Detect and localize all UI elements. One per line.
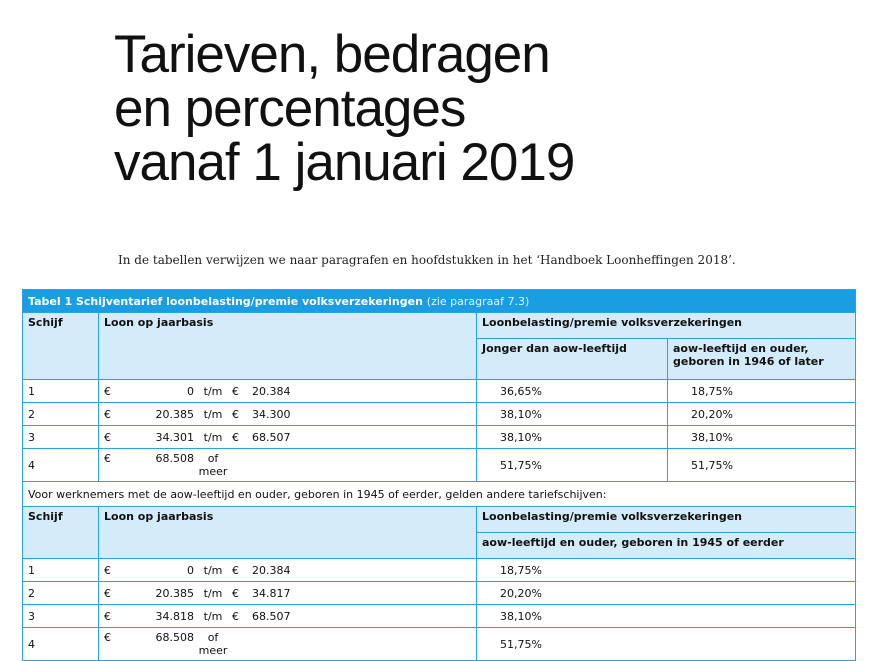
amount-to: 34.300: [252, 407, 291, 421]
currency-sign-to: [232, 452, 252, 478]
rate-aow-eerder-cell: 38,10%: [475, 604, 857, 628]
rate-aow-eerder-cell: 20,20%: [475, 581, 857, 605]
rate-aow-later-cell: 20,20%: [666, 402, 857, 426]
currency-sign: €: [104, 609, 111, 623]
currency-sign: €: [104, 631, 111, 644]
table-row: 4 €68.508 of meer 51,75% 51,75%: [22, 448, 857, 482]
amount-from: 0: [187, 384, 194, 398]
range-word: t/m: [203, 407, 223, 421]
loon-cell: €34.301 t/m €68.507: [98, 425, 477, 449]
loon-cell: €0 t/m €20.384: [98, 558, 477, 582]
loon-cell: €0 t/m €20.384: [98, 379, 477, 403]
currency-sign: €: [104, 384, 111, 398]
table-note: Voor werknemers met de aow-leeftijd en o…: [21, 481, 857, 507]
rate-aow-later-cell: 51,75%: [666, 448, 857, 482]
range-word: of meer: [198, 631, 228, 657]
amount-from: 34.818: [155, 609, 195, 623]
table-row: 3 €34.301 t/m €68.507 38,10% 38,10%: [22, 425, 857, 449]
schijf-cell: 1: [22, 379, 99, 403]
amount-to: 68.507: [252, 430, 291, 444]
rate-aow-eerder-cell: 51,75%: [475, 627, 857, 661]
loon-cell: €20.385 t/m €34.300: [98, 402, 477, 426]
currency-sign-to: €: [232, 430, 239, 444]
range-word: t/m: [203, 430, 223, 444]
rate-jonger-cell: 51,75%: [476, 448, 668, 482]
header-aow-later: aow-leeftijd en ouder, geboren in 1946 o…: [666, 338, 857, 380]
table-header-row: Schijf Loon op jaarbasis Loonbelasting/p…: [22, 312, 857, 380]
currency-sign-to: €: [232, 384, 239, 398]
currency-sign-to: €: [232, 563, 239, 577]
range-word: t/m: [203, 563, 223, 577]
currency-sign-to: €: [232, 407, 239, 421]
schijf-cell: 1: [22, 558, 99, 582]
range-word: t/m: [203, 384, 223, 398]
currency-sign-to: €: [232, 609, 239, 623]
table-row: 1 €0 t/m €20.384 18,75%: [22, 558, 857, 582]
currency-sign: €: [104, 563, 111, 577]
intro-text: In de tabellen verwijzen we naar paragra…: [118, 253, 736, 267]
title-line-2: en percentages: [114, 79, 466, 138]
currency-sign-to: €: [232, 586, 239, 600]
rate-aow-later-cell: 38,10%: [666, 425, 857, 449]
amount-to: 68.507: [252, 609, 291, 623]
currency-sign: €: [104, 586, 111, 600]
header-schijf: Schijf: [22, 312, 99, 380]
table-row: 1 €0 t/m €20.384 36,65% 18,75%: [22, 379, 857, 403]
schijf-cell: 4: [22, 627, 99, 661]
loon-cell: €34.818 t/m €68.507: [98, 604, 477, 628]
page-title: Tarieven, bedragen en percentages vanaf …: [114, 28, 814, 190]
table-row: 2 €20.385 t/m €34.817 20,20%: [22, 581, 857, 605]
table-subheader-row-2: aow-leeftijd en ouder, geboren in 1945 o…: [23, 532, 857, 559]
currency-sign: €: [104, 407, 111, 421]
amount-from: 0: [187, 563, 194, 577]
range-word: t/m: [203, 609, 223, 623]
header-loon-2: Loon op jaarbasis: [98, 506, 477, 559]
amount-from: 68.508: [155, 631, 195, 644]
amount-from: 20.385: [155, 586, 195, 600]
table-header-row-2: Schijf Loon op jaarbasis Loonbelasting/pre…: [22, 506, 857, 559]
table-caption-reference: (zie paragraaf 7.3): [426, 294, 530, 308]
currency-sign-to: [232, 631, 252, 657]
header-jonger-aow: Jonger dan aow-leeftijd: [476, 338, 668, 380]
table-caption: Tabel 1 Schijventarief loonbelasting/pre…: [21, 289, 857, 313]
table-row: 3 €34.818 t/m €68.507 38,10%: [22, 604, 857, 628]
amount-to: 20.384: [252, 384, 291, 398]
rate-jonger-cell: 38,10%: [476, 425, 668, 449]
table-row: 4 €68.508 of meer 51,75%: [22, 627, 857, 661]
schijf-cell: 4: [22, 448, 99, 482]
table-subheader-row: Jonger dan aow-leeftijd aow-leeftijd en …: [23, 338, 857, 380]
title-line-1: Tarieven, bedragen: [114, 25, 551, 84]
amount-to: 34.817: [252, 586, 291, 600]
schijf-cell: 2: [22, 402, 99, 426]
currency-sign: €: [104, 452, 111, 465]
schijf-cell: 3: [22, 604, 99, 628]
amount-from: 68.508: [155, 452, 195, 465]
header-aow-eerder: aow-leeftijd en ouder, geboren in 1945 o…: [475, 532, 857, 559]
header-schijf-2: Schijf: [22, 506, 99, 559]
loon-cell: €68.508 of meer: [98, 448, 477, 482]
currency-sign: €: [104, 430, 111, 444]
rate-aow-eerder-cell: 18,75%: [475, 558, 857, 582]
title-line-3: vanaf 1 januari 2019: [114, 133, 575, 192]
header-loon: Loon op jaarbasis: [98, 312, 477, 380]
amount-to: 20.384: [252, 563, 291, 577]
table-row: 2 €20.385 t/m €34.300 38,10% 20,20%: [22, 402, 857, 426]
amount-from: 34.301: [155, 430, 195, 444]
rate-aow-later-cell: 18,75%: [666, 379, 857, 403]
range-word: of meer: [198, 452, 228, 478]
schijf-cell: 2: [22, 581, 99, 605]
header-loonbelasting: Loonbelasting/premie volksverzekeringen: [475, 312, 857, 339]
amount-from: 20.385: [155, 407, 195, 421]
tariff-table: Tabel 1 Schijventarief loonbelasting/pre…: [21, 289, 857, 661]
loon-cell: €20.385 t/m €34.817: [98, 581, 477, 605]
range-word: t/m: [203, 586, 223, 600]
loon-cell: €68.508 of meer: [98, 627, 477, 661]
rate-jonger-cell: 36,65%: [476, 379, 668, 403]
table-note-row: Voor werknemers met de aow-leeftijd en o…: [21, 481, 857, 507]
header-loonbelasting-2: Loonbelasting/premie volksverzekeringen: [475, 506, 857, 533]
rate-jonger-cell: 38,10%: [476, 402, 668, 426]
schijf-cell: 3: [22, 425, 99, 449]
table-caption-title: Tabel 1 Schijventarief loonbelasting/pre…: [28, 294, 423, 308]
